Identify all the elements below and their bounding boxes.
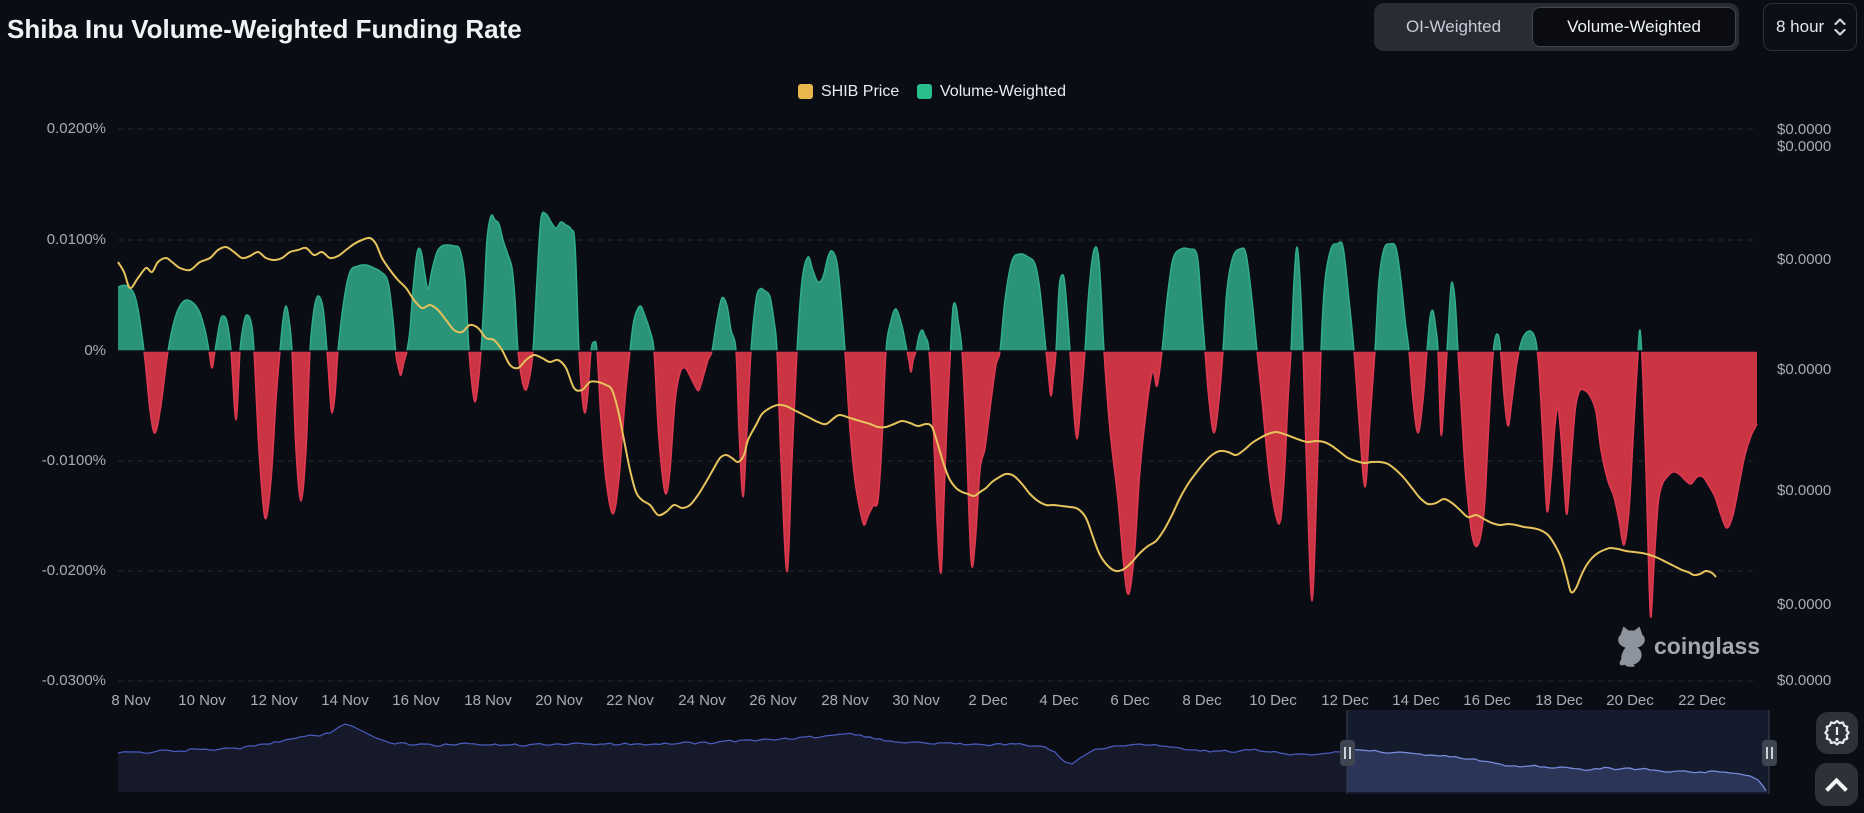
svg-text:coinglass: coinglass xyxy=(1654,633,1760,659)
